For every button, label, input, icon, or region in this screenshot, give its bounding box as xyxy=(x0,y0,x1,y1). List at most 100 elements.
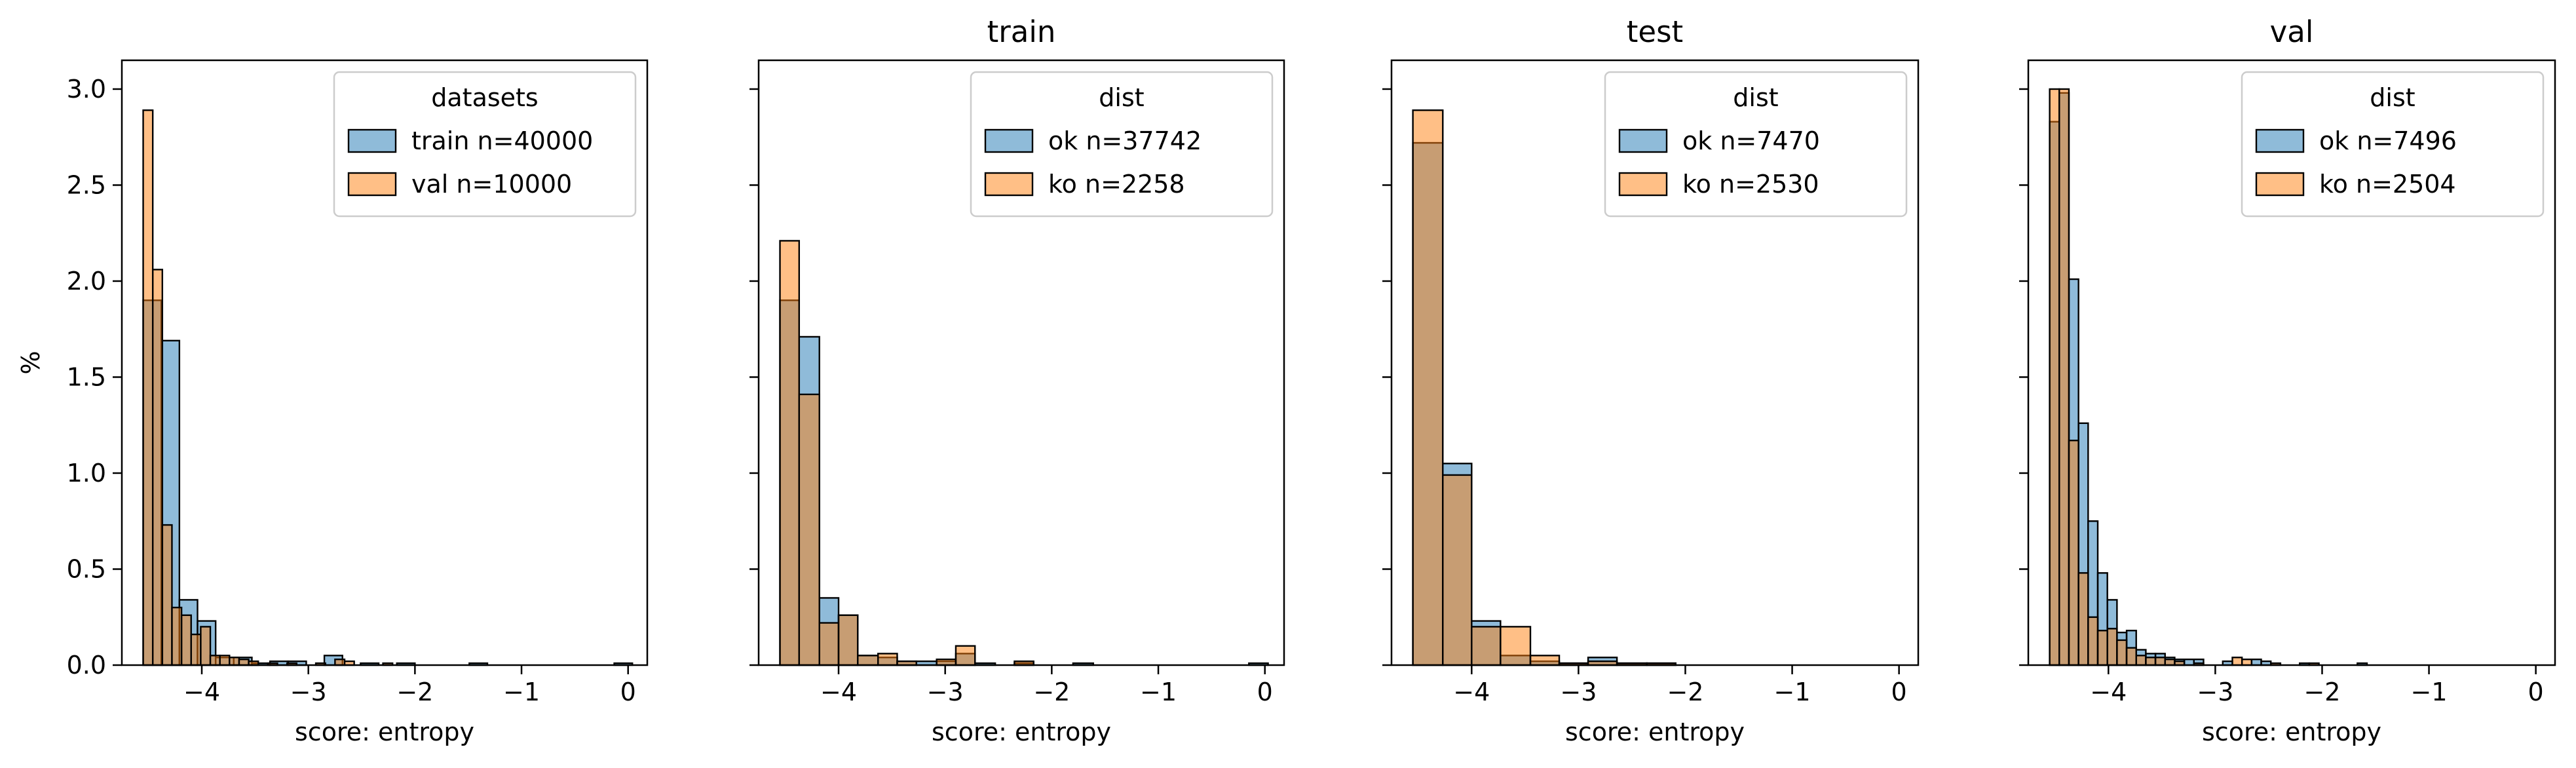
histogram-bar xyxy=(190,633,202,666)
axes-frame xyxy=(121,59,649,666)
panel-train: −4 −3 −2 −1 0 score: entropy train dist ok n=377… xyxy=(749,14,1285,746)
x-tick-label: −3 xyxy=(2197,678,2233,706)
histogram-bar xyxy=(2068,439,2079,666)
histogram-bar xyxy=(161,524,173,666)
legend-title: datasets xyxy=(431,83,538,112)
legend-entry: ok n=7470 xyxy=(1682,126,1820,155)
histogram-bar xyxy=(2077,572,2089,666)
legend-entry: train n=40000 xyxy=(411,126,593,155)
legend: datasets train n=40000 val n=10000 xyxy=(333,71,637,218)
legend-entry: ok n=37742 xyxy=(1048,126,1202,155)
y-tick-label: 2.5 xyxy=(67,170,106,199)
histogram-bar xyxy=(2058,88,2070,666)
y-tick-label: 0.5 xyxy=(67,554,106,583)
histogram-bar xyxy=(171,606,183,666)
x-axis-label: score: entropy xyxy=(2202,718,2381,746)
legend-title: dist xyxy=(2370,83,2415,112)
histogram-bar xyxy=(936,659,957,666)
panel-test: −4 −3 −2 −1 0 score: entropy test dist ok n=7470… xyxy=(1382,14,1920,746)
histogram-bar xyxy=(1471,626,1502,666)
histogram-bar xyxy=(209,655,221,666)
x-tick-label: −2 xyxy=(1667,678,1703,706)
y-tick-label: 2.0 xyxy=(67,267,106,296)
histogram-bar xyxy=(219,655,231,666)
legend-title: dist xyxy=(1733,83,1778,112)
histogram-bar xyxy=(2250,659,2262,666)
legend-frame xyxy=(333,71,637,218)
histogram-bar xyxy=(151,269,164,666)
histogram-bar xyxy=(955,645,976,666)
histogram-bar xyxy=(180,614,192,666)
histogram-bar xyxy=(200,626,212,666)
series-1 xyxy=(1412,109,1677,666)
x-tick-label: −3 xyxy=(927,678,964,706)
legend-entry: ko n=2258 xyxy=(1048,170,1185,199)
histogram-bar xyxy=(2135,655,2147,666)
axes-frame xyxy=(1390,59,1920,666)
histogram-bar xyxy=(837,614,859,666)
histogram-bar xyxy=(2183,659,2195,666)
legend-entry: val n=10000 xyxy=(411,170,572,199)
y-axis-label: % xyxy=(16,351,45,374)
histogram-bar xyxy=(334,659,346,666)
legend-entry: ok n=7496 xyxy=(2319,126,2457,155)
legend-entry: ko n=2504 xyxy=(2319,170,2456,199)
histogram-bar xyxy=(1412,109,1444,666)
series-0 xyxy=(779,299,1269,666)
legend-swatch xyxy=(2255,128,2305,153)
x-tick-label: −2 xyxy=(396,678,433,706)
legend-title: dist xyxy=(1099,83,1144,112)
legend: dist ok n=7496 ko n=2504 xyxy=(2241,71,2545,218)
x-tick-label: −1 xyxy=(2411,678,2448,706)
x-axis-label: score: entropy xyxy=(1565,718,1745,746)
y-tick-label: 3.0 xyxy=(67,75,106,104)
histogram-bar xyxy=(1500,626,1532,666)
histogram-bar xyxy=(238,659,250,666)
x-tick-label: −2 xyxy=(1033,678,1070,706)
legend-swatch xyxy=(347,128,397,153)
series-1 xyxy=(779,240,1034,666)
series-1 xyxy=(142,109,394,666)
histogram-bar xyxy=(2087,616,2099,666)
legend-frame xyxy=(970,71,1274,218)
y-tick-label: 0.0 xyxy=(67,651,106,680)
panel-title: test xyxy=(1627,14,1683,49)
x-tick-label: 0 xyxy=(620,678,636,706)
x-tick-label: 0 xyxy=(2528,678,2544,706)
x-tick-label: 0 xyxy=(1891,678,1907,706)
histogram-bar xyxy=(1442,474,1473,666)
legend-swatch xyxy=(2255,172,2305,197)
legend-swatch xyxy=(347,172,397,197)
x-tick-label: −1 xyxy=(503,678,540,706)
legend: dist ok n=37742 ko n=2258 xyxy=(970,71,1274,218)
series-0 xyxy=(142,299,634,666)
y-tick-label: 1.5 xyxy=(67,362,106,391)
histogram-bar xyxy=(229,657,240,666)
histogram-bar xyxy=(2241,659,2253,666)
x-tick-label: −3 xyxy=(290,678,327,706)
axes-frame xyxy=(2027,59,2556,666)
histogram-bar xyxy=(2049,88,2060,666)
histogram-bar xyxy=(2116,639,2128,666)
histogram-bar xyxy=(877,653,898,666)
x-tick-label: −4 xyxy=(1453,678,1490,706)
histogram-bar xyxy=(857,655,879,666)
legend-frame xyxy=(2241,71,2545,218)
y-tick-label: 1.0 xyxy=(67,459,106,488)
histogram-bar xyxy=(798,393,820,666)
x-tick-label: 0 xyxy=(1257,678,1273,706)
axes-frame xyxy=(757,59,1285,666)
histogram-bar xyxy=(2096,630,2108,666)
panel-all: −4 −3 −2 −1 0 0.0 0.5 1.0 1.5 2.0 2.5 3.0 score: ent… xyxy=(16,59,649,746)
histogram-bar xyxy=(818,622,840,666)
histogram-bar xyxy=(2231,657,2243,666)
histogram-bar xyxy=(2106,628,2118,666)
histogram-bar xyxy=(1529,655,1561,666)
histogram-bar xyxy=(2154,657,2166,666)
panel-title: train xyxy=(987,14,1056,49)
legend-swatch xyxy=(1618,128,1668,153)
legend-entry: ko n=2530 xyxy=(1682,170,1819,199)
legend: dist ok n=7470 ko n=2530 xyxy=(1604,71,1908,218)
histogram-bar xyxy=(142,109,154,666)
